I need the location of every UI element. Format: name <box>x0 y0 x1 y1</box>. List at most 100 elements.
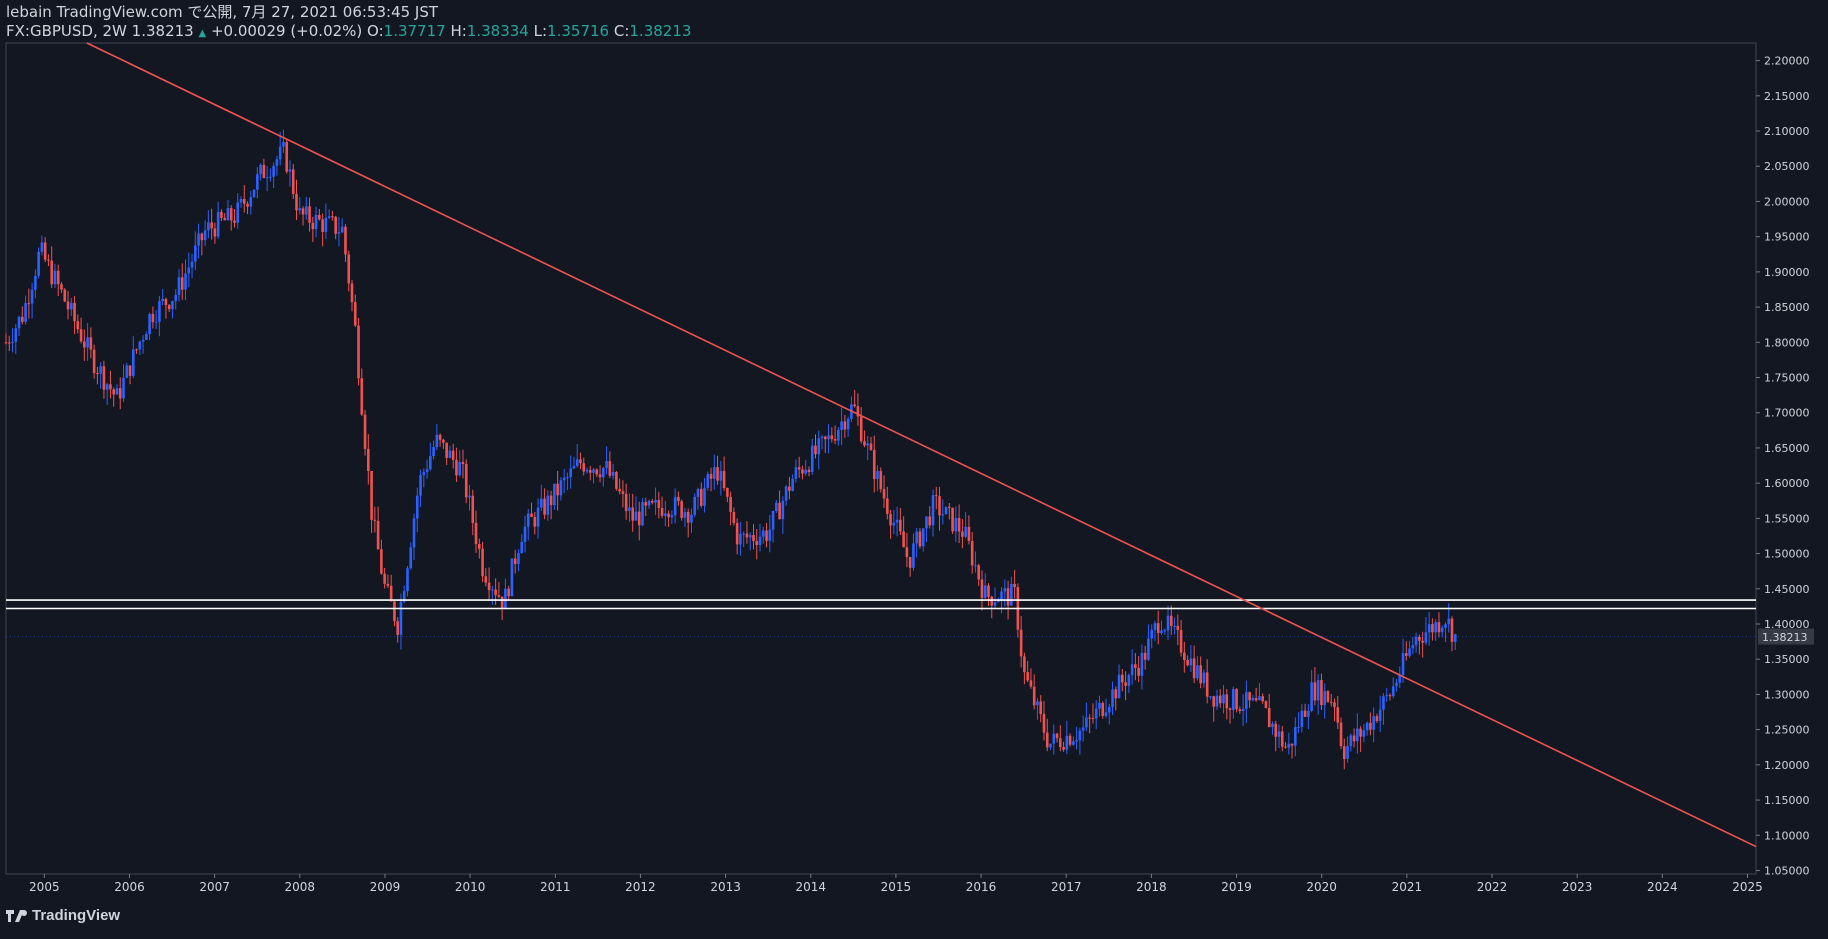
candle-body <box>1284 746 1287 748</box>
candle-body <box>585 470 589 472</box>
tradingview-logo[interactable]: TradingView <box>6 907 120 924</box>
candle-body <box>928 516 932 526</box>
candle-body <box>468 495 471 498</box>
candle-body <box>608 461 612 476</box>
candle-body <box>693 496 697 515</box>
candle-body <box>102 366 106 390</box>
candle-body <box>1101 702 1105 716</box>
candle-body <box>122 377 125 399</box>
candle-body <box>810 445 814 473</box>
candle-body <box>474 522 478 545</box>
close-label: C: <box>613 22 630 40</box>
candle-body <box>386 583 390 586</box>
candle-body <box>1156 623 1160 634</box>
candle-body <box>562 477 566 481</box>
candle-body <box>344 226 347 255</box>
candle-body <box>1062 746 1065 750</box>
x-tick-label: 2009 <box>370 880 401 894</box>
candle-body <box>1267 707 1271 728</box>
candle-body <box>644 502 648 506</box>
candle-body <box>1444 624 1447 628</box>
candle-body <box>63 289 67 302</box>
y-tick-label: 1.70000 <box>1764 407 1810 420</box>
candle-body <box>242 198 246 204</box>
candle-body <box>993 602 997 606</box>
candle-body <box>432 447 435 457</box>
candle-body <box>1453 634 1457 642</box>
candle-body <box>1150 629 1154 639</box>
candle-body <box>1107 707 1111 713</box>
last-price-badge <box>1758 628 1814 645</box>
candle-body <box>758 536 762 546</box>
candle-body <box>347 254 351 284</box>
candle-body <box>314 214 318 230</box>
candle-body <box>1290 743 1294 746</box>
candle-body <box>1173 625 1176 627</box>
candle-body <box>628 507 631 511</box>
candle-body <box>1202 672 1206 684</box>
candle-body <box>11 341 14 344</box>
candle-body <box>540 498 543 508</box>
candle-body <box>752 535 755 542</box>
candle-body <box>27 303 31 305</box>
candle-body <box>1199 665 1202 684</box>
candle-body <box>941 514 945 516</box>
candle-body <box>337 232 341 234</box>
x-tick-label: 2010 <box>455 880 486 894</box>
candle-body <box>402 591 406 602</box>
x-tick-label: 2016 <box>966 880 997 894</box>
candle-body <box>383 573 386 584</box>
candle-body <box>96 373 99 375</box>
candle-body <box>1254 698 1258 701</box>
candle-body <box>419 475 422 496</box>
candle-body <box>905 547 909 557</box>
candle-body <box>429 456 432 470</box>
candle-body <box>1212 696 1216 707</box>
candle-body <box>1111 689 1114 708</box>
candle-body <box>996 600 1000 603</box>
candle-body <box>856 406 860 417</box>
candle-body <box>866 443 870 446</box>
candle-body <box>412 518 416 548</box>
candle-body <box>1049 743 1052 748</box>
candle-body <box>631 507 635 521</box>
candle-body <box>327 216 331 218</box>
x-tick-label: 2020 <box>1306 880 1337 894</box>
candle-body <box>1241 708 1245 712</box>
candle-body <box>575 459 579 466</box>
candle-body <box>1163 630 1167 632</box>
candle-body <box>213 228 217 237</box>
trendline[interactable] <box>86 42 1757 848</box>
candle-body <box>1310 682 1313 711</box>
candle-body <box>1072 741 1075 745</box>
candle-body <box>399 601 403 635</box>
candle-body <box>167 305 171 310</box>
candle-body <box>1333 702 1336 708</box>
y-tick-label: 1.15000 <box>1764 794 1810 807</box>
candle-body <box>285 142 289 172</box>
candle-body <box>660 507 664 516</box>
candle-body <box>889 513 892 526</box>
candle-body <box>1215 695 1219 707</box>
candle-body <box>618 488 621 492</box>
candle-body <box>360 378 364 415</box>
candle-body <box>1032 686 1036 706</box>
candle-body <box>1408 648 1411 656</box>
candle-body <box>967 526 971 541</box>
candle-body <box>559 480 563 496</box>
candle-body <box>425 469 429 473</box>
candle-body <box>1091 717 1095 719</box>
candle-body <box>409 547 413 569</box>
x-tick-label: 2011 <box>540 880 571 894</box>
candle-body <box>592 469 595 473</box>
candle-body <box>373 519 377 521</box>
candle-body <box>921 528 925 547</box>
open-label: O: <box>367 22 384 40</box>
candle-body <box>1385 695 1389 697</box>
y-tick-label: 1.45000 <box>1764 583 1810 596</box>
candle-body <box>1280 731 1284 747</box>
candle-body <box>657 500 661 508</box>
candle-body <box>951 507 954 532</box>
candle-body <box>699 488 703 506</box>
